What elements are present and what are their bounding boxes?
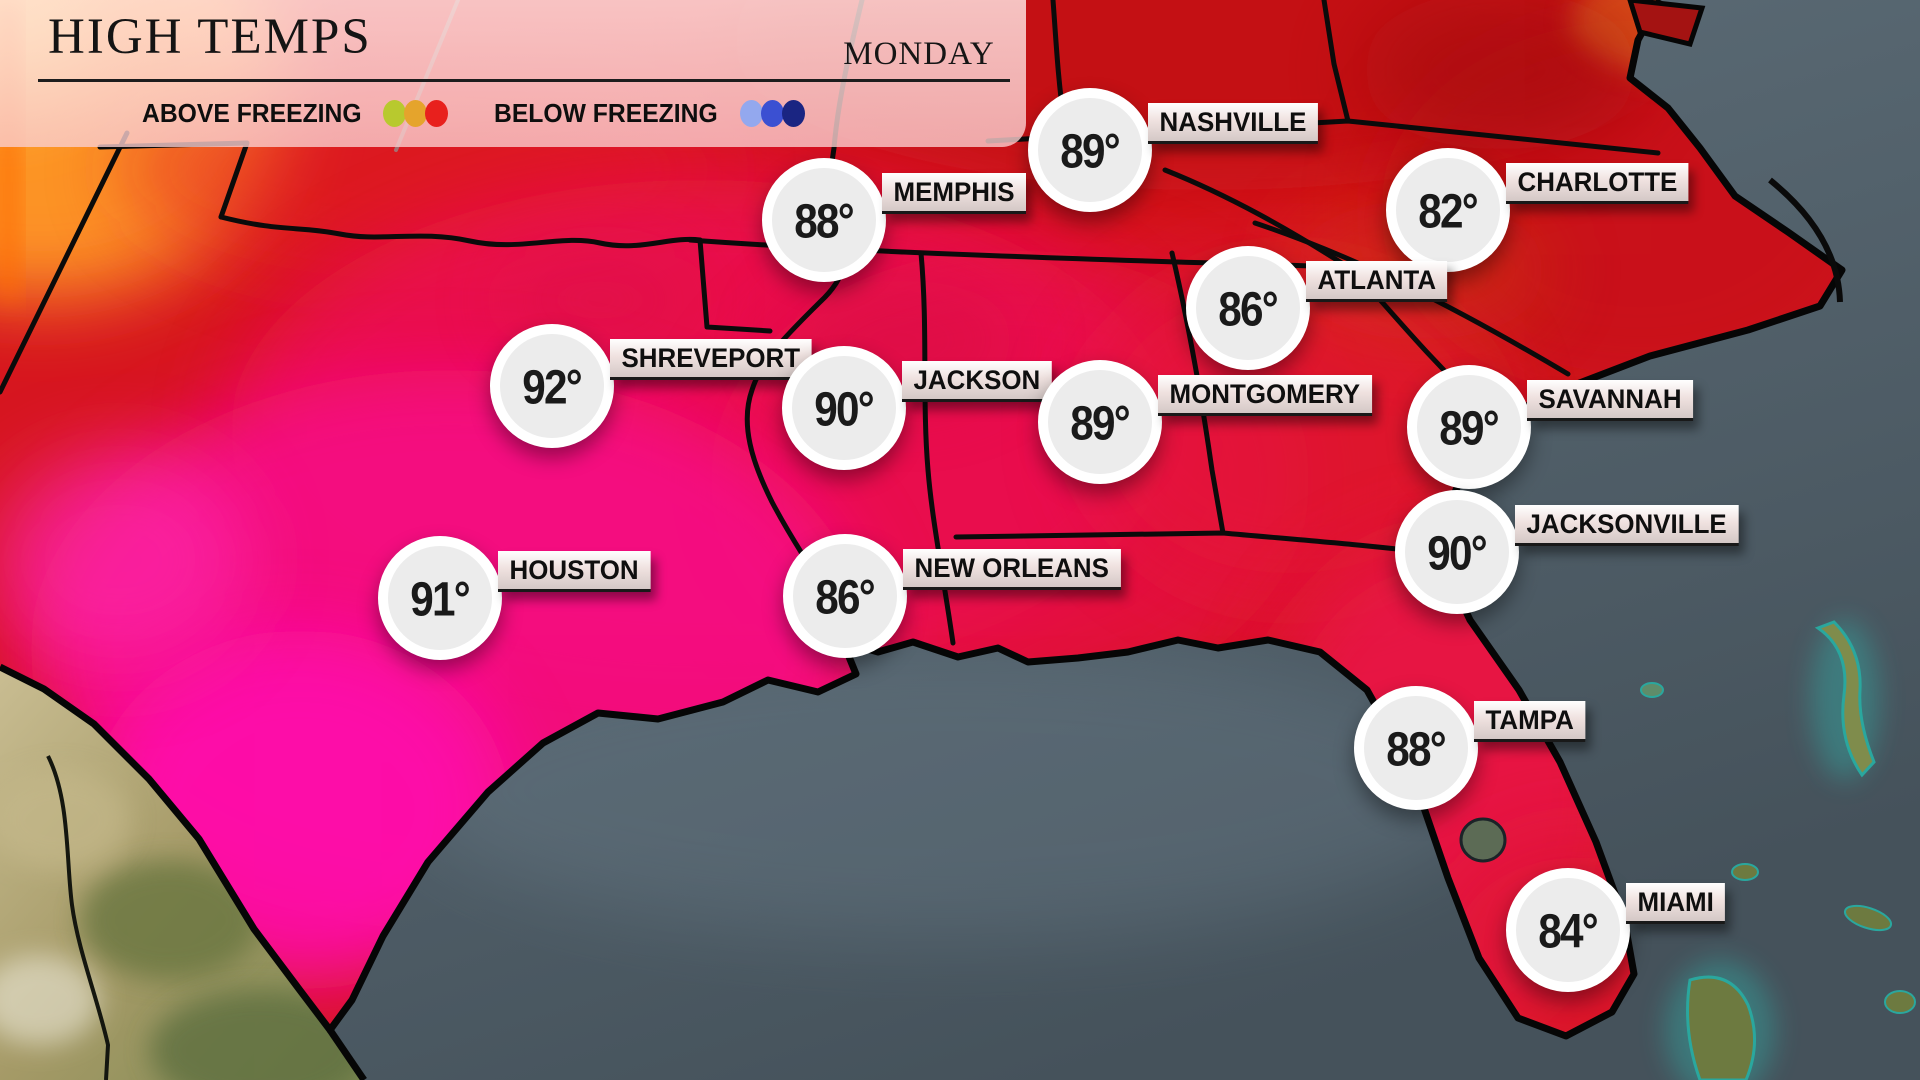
temperature-circle: 86° [783,534,907,658]
virginia-shore-fragment [1627,0,1706,47]
temperature-circle: 89° [1028,88,1152,212]
temperature-circle: 89° [1038,360,1162,484]
outer-banks [1768,177,1843,303]
city-name-label: SHREVEPORT [610,339,812,380]
city-bubble-nashville: 89° NASHVILLE [1028,88,1318,212]
city-bubble-memphis: 88° MEMPHIS [762,158,1027,282]
city-name-label: SAVANNAH [1527,380,1694,421]
city-bubble-jacksonville: 90° JACKSONVILLE [1395,490,1739,614]
above-freezing-label: ABOVE FREEZING [142,98,362,128]
city-bubble-jackson: 90° JACKSON [782,346,1052,470]
city-name-label: NASHVILLE [1148,103,1318,144]
city-bubble-montgomery: 89° MONTGOMERY [1038,360,1372,484]
temperature-circle: 86° [1186,246,1310,370]
temperature-legend: ABOVE FREEZING BELOW FREEZING [142,98,805,129]
city-bubble-savannah: 89° SAVANNAH [1407,365,1694,489]
mexico-terrain [0,667,364,1080]
city-name-label: TAMPA [1474,701,1586,742]
day-label: MONDAY [843,36,995,72]
city-name-label: JACKSONVILLE [1515,505,1739,546]
city-bubble-new-orleans: 86° NEW ORLEANS [783,534,1121,658]
city-bubble-shreveport: 92° SHREVEPORT [490,324,812,448]
city-bubble-atlanta: 86° ATLANTA [1186,246,1448,370]
temperature-circle: 92° [490,324,614,448]
temperature-circle: 90° [1395,490,1519,614]
city-name-label: JACKSON [902,361,1052,402]
city-bubble-tampa: 88° TAMPA [1354,686,1586,810]
temperature-value: 82° [1418,182,1479,238]
lake-okeechobee [1459,817,1507,863]
temperature-circle: 90° [782,346,906,470]
temperature-value: 84° [1538,902,1599,958]
temperature-value: 89° [1070,394,1131,450]
mexico-state-border [46,755,111,1080]
city-name-label: MONTGOMERY [1158,375,1372,416]
city-name-label: MEMPHIS [882,173,1027,214]
city-name-label: MIAMI [1626,883,1726,924]
city-bubble-charlotte: 82° CHARLOTTE [1386,148,1689,272]
above-freezing-dot-0 [383,100,407,127]
temperature-circle: 89° [1407,365,1531,489]
temperature-value: 86° [1218,280,1279,336]
city-name-label: ATLANTA [1306,261,1448,302]
city-name-label: HOUSTON [498,551,651,592]
city-bubble-miami: 84° MIAMI [1506,868,1726,992]
above-freezing-dot-2 [425,100,449,127]
above-freezing-dots [383,100,449,127]
temperature-value: 90° [814,380,875,436]
header-underline [38,79,1010,82]
temperature-circle: 91° [378,536,502,660]
bahamas-islands [1640,620,1916,1080]
header-panel: HIGH TEMPS MONDAY ABOVE FREEZING BELOW F… [0,0,1026,147]
below-freezing-dots [739,100,805,127]
temperature-circle: 88° [1354,686,1478,810]
temperature-circle: 84° [1506,868,1630,992]
below-freezing-dot-2 [781,100,805,127]
temperature-value: 86° [815,568,876,624]
coastline [0,0,1842,1036]
below-freezing-dot-0 [739,100,763,127]
temperature-value: 89° [1060,122,1121,178]
temperature-value: 91° [410,570,471,626]
above-freezing-dot-1 [404,100,428,127]
below-freezing-label: BELOW FREEZING [494,98,718,128]
temperature-value: 88° [1386,720,1447,776]
temperature-value: 88° [794,192,855,248]
below-freezing-dot-1 [760,100,784,127]
city-name-label: CHARLOTTE [1506,163,1689,204]
city-bubble-houston: 91° HOUSTON [378,536,651,660]
temperature-value: 90° [1427,524,1488,580]
page-title: HIGH TEMPS [48,9,372,65]
temperature-value: 92° [522,358,583,414]
temperature-circle: 82° [1386,148,1510,272]
temperature-circle: 88° [762,158,886,282]
city-name-label: NEW ORLEANS [903,549,1121,590]
temperature-value: 89° [1439,399,1500,455]
